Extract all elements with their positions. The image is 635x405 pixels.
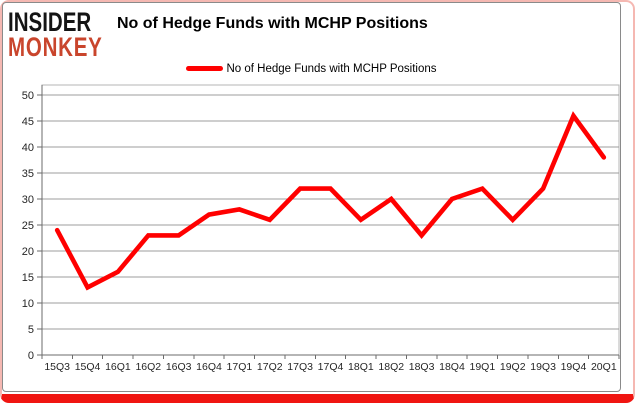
x-tick-label: 16Q4	[196, 361, 222, 373]
x-tick-label: 17Q2	[257, 361, 283, 373]
x-tick-label: 18Q2	[378, 361, 404, 373]
y-tick-label: 30	[22, 194, 34, 206]
y-tick-label: 35	[22, 168, 34, 180]
insider-monkey-logo: INSIDER MONKEY	[8, 7, 103, 62]
x-tick-label: 19Q2	[500, 361, 526, 373]
legend-label: No of Hedge Funds with MCHP Positions	[226, 62, 437, 75]
x-tick-label: 18Q1	[348, 361, 374, 373]
x-tick-label: 16Q2	[135, 361, 161, 373]
x-tick-label: 17Q4	[318, 361, 344, 373]
logo-monkey-text: MONKEY	[8, 32, 103, 62]
y-tick-label: 5	[28, 324, 34, 336]
y-tick-label: 50	[22, 90, 34, 102]
x-tick-label: 16Q3	[166, 361, 192, 373]
series-line	[54, 111, 607, 291]
x-tick-label: 18Q4	[439, 361, 465, 373]
logo-insider-text: INSIDER	[8, 7, 92, 37]
y-tick-label: 25	[22, 220, 34, 232]
y-tick-label: 45	[22, 116, 34, 128]
x-tick-label: 17Q1	[227, 361, 253, 373]
y-tick-label: 10	[22, 298, 34, 310]
y-tick-label: 15	[22, 272, 34, 284]
x-tick-label: 20Q1	[591, 361, 617, 373]
x-tick-label: 17Q3	[287, 361, 313, 373]
legend-line-swatch	[186, 66, 224, 71]
y-tick-label: 20	[22, 246, 34, 258]
line-chart: 0 5 10 15 20 25 30 35 40 45 50 15Q3 15Q4 16Q1 16Q2 16Q3…	[22, 84, 620, 373]
x-tick-label: 16Q1	[105, 361, 131, 373]
x-tick-label: 19Q4	[561, 361, 587, 373]
x-tick-label: 19Q1	[469, 361, 495, 373]
chart-card: INSIDER MONKEY No of Hedge Funds with MC…	[2, 2, 621, 392]
x-tick-label: 19Q3	[530, 361, 556, 373]
y-tick-label: 40	[22, 142, 34, 154]
chart-title: No of Hedge Funds with MCHP Positions	[117, 15, 428, 32]
y-tick-label: 0	[28, 350, 34, 362]
plot-border	[41, 84, 620, 356]
legend: No of Hedge Funds with MCHP Positions	[3, 61, 620, 76]
x-tick-label: 18Q3	[409, 361, 435, 373]
x-tick-label: 15Q3	[44, 361, 70, 373]
x-tick-label: 15Q4	[75, 361, 101, 373]
